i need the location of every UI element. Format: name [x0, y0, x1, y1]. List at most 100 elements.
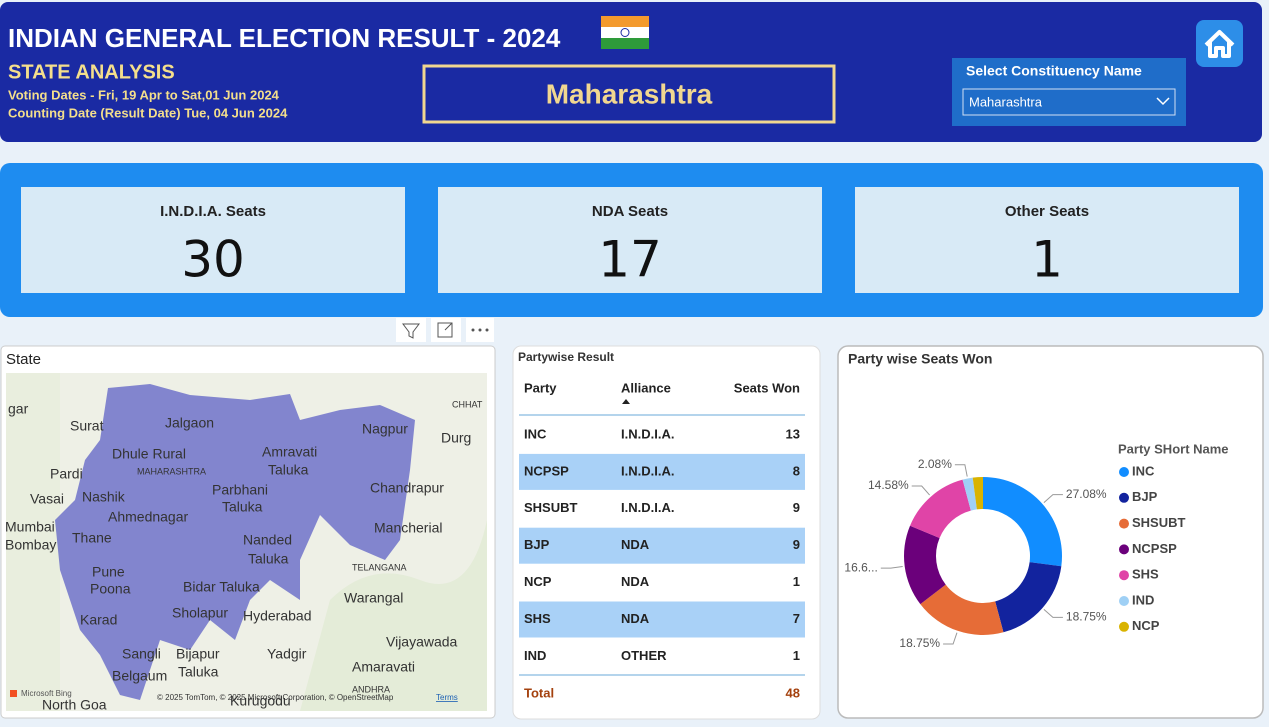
- table-cell: I.N.D.I.A.: [621, 463, 674, 478]
- table-cell: 1: [793, 648, 800, 663]
- map-label: gar: [8, 401, 29, 417]
- kpi-value: 30: [181, 231, 245, 289]
- row-highlight: [519, 527, 805, 564]
- legend-dot: [1119, 544, 1129, 555]
- map-label: MAHARASHTRA: [137, 466, 206, 476]
- column-header: Party: [524, 380, 557, 395]
- map-title: State: [6, 351, 41, 368]
- leader-line: [1043, 609, 1063, 618]
- table-cell: NCP: [524, 574, 552, 589]
- leader-line: [911, 485, 930, 496]
- table-cell: SHSUBT: [524, 500, 578, 515]
- map-terrain: [300, 520, 487, 711]
- kpi-value: 17: [598, 231, 662, 289]
- kpi-card: [855, 187, 1239, 293]
- map-label: CHHAT: [452, 399, 483, 409]
- map-label: Ahmednagar: [108, 509, 189, 525]
- column-header: Alliance: [621, 380, 671, 395]
- map-logo: Microsoft Bing: [21, 689, 72, 698]
- table-cell: 7: [793, 611, 800, 626]
- leader-line: [954, 464, 968, 477]
- table-cell: 8: [793, 463, 800, 478]
- data-label: 18.75%: [899, 636, 940, 650]
- title: INDIAN GENERAL ELECTION RESULT - 2024: [8, 23, 561, 53]
- table-cell: NDA: [621, 574, 650, 589]
- kpi-card: [438, 187, 822, 293]
- map-label: Chandrapur: [370, 480, 444, 496]
- map-label: Durg: [441, 430, 471, 446]
- table-cell: INC: [524, 426, 547, 441]
- map-label: Sholapur: [172, 605, 228, 621]
- legend-label: SHSUBT: [1132, 515, 1186, 530]
- filter-label: Select Constituency Name: [966, 63, 1142, 79]
- kpi-card: [21, 187, 405, 293]
- map-terrain: [6, 373, 60, 711]
- map-label: Mancherial: [374, 520, 442, 536]
- map-label: Nanded: [243, 532, 292, 548]
- row-highlight: [519, 453, 805, 490]
- map-label: North Goa: [42, 697, 107, 713]
- map-label: Thane: [72, 530, 112, 546]
- legend-dot: [1119, 596, 1129, 606]
- map-label: Amravati: [262, 444, 317, 460]
- map-label: ANDHRA: [352, 684, 390, 694]
- kpi-label: Other Seats: [1005, 203, 1089, 220]
- map-label: Sangli: [122, 646, 161, 662]
- donut-slice: [920, 584, 1004, 635]
- leader-line: [943, 632, 958, 645]
- filter-icon[interactable]: [396, 318, 426, 342]
- kpi-label: NDA Seats: [592, 203, 668, 220]
- table-cell: IND: [524, 648, 546, 663]
- map-label: Parbhani: [212, 482, 268, 498]
- table-title: Partywise Result: [518, 350, 614, 364]
- legend-label: NCPSP: [1132, 541, 1177, 556]
- table-cell: I.N.D.I.A.: [621, 426, 674, 441]
- data-label: 2.08%: [918, 457, 952, 471]
- map-label: Taluka: [248, 551, 289, 567]
- map-label: Pardi: [50, 466, 83, 482]
- flag: [601, 16, 649, 49]
- donut-slice: [995, 562, 1062, 633]
- map-label: Nagpur: [362, 421, 408, 437]
- map-label: Hyderabad: [243, 608, 312, 624]
- map-label: Bijapur: [176, 646, 220, 662]
- column-header: Seats Won: [734, 380, 800, 395]
- table-cell: NDA: [621, 537, 650, 552]
- map-attribution: © 2025 TomTom, © 2025 Microsoft Corporat…: [157, 693, 394, 702]
- map-label: Poona: [90, 581, 131, 597]
- table-cell: 9: [793, 500, 800, 515]
- map-label: Kurugodu: [230, 693, 291, 709]
- map-label: Taluka: [268, 462, 309, 478]
- legend-label: INC: [1132, 463, 1155, 478]
- filter-dropdown[interactable]: [962, 88, 1176, 116]
- map-label: Pune: [92, 564, 125, 580]
- state-box: [422, 64, 836, 124]
- data-label: 18.75%: [1066, 609, 1107, 623]
- voting-dates: Voting Dates - Fri, 19 Apr to Sat,01 Jun…: [8, 87, 280, 102]
- map-label: Surat: [70, 418, 104, 434]
- kpi-value: 1: [1031, 231, 1063, 289]
- legend-dot: [1119, 518, 1129, 529]
- state-shape[interactable]: [55, 384, 415, 700]
- table-cell: NDA: [621, 611, 650, 626]
- map-label: Bombay: [5, 537, 56, 553]
- table-cell: I.N.D.I.A.: [621, 500, 674, 515]
- donut-slice: [972, 477, 983, 510]
- total-value: 48: [786, 685, 800, 700]
- donut-slice: [962, 477, 977, 511]
- visual-icons: [396, 318, 494, 342]
- legend-dot: [1119, 492, 1129, 503]
- focus-icon[interactable]: [431, 318, 461, 342]
- donut-slice: [910, 479, 971, 538]
- legend-label: IND: [1132, 592, 1154, 607]
- total-label: Total: [524, 685, 554, 700]
- map-label: Bidar Taluka: [183, 579, 260, 595]
- home-button[interactable]: [1196, 20, 1243, 67]
- filter-selected: Maharashtra: [969, 94, 1043, 109]
- map-label: TELANGANA: [352, 562, 407, 572]
- dropdown-chevron: [1156, 97, 1170, 106]
- map-terms[interactable]: Terms: [436, 693, 458, 702]
- legend-label: BJP: [1132, 489, 1158, 504]
- data-label: 14.58%: [868, 478, 909, 492]
